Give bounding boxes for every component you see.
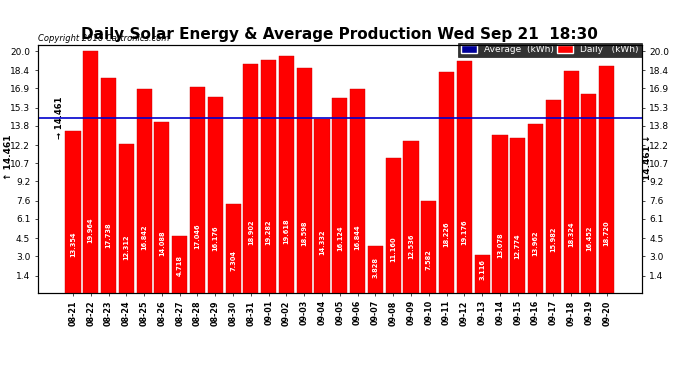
- Text: 14.332: 14.332: [319, 230, 325, 255]
- Text: 12.312: 12.312: [124, 234, 129, 260]
- Text: 12.774: 12.774: [515, 233, 521, 259]
- Bar: [510, 138, 525, 292]
- Text: 14.088: 14.088: [159, 230, 165, 256]
- Bar: [261, 60, 276, 292]
- Bar: [66, 131, 81, 292]
- Bar: [475, 255, 490, 292]
- Bar: [599, 66, 614, 292]
- Bar: [119, 144, 134, 292]
- Text: 19.618: 19.618: [284, 218, 289, 244]
- Bar: [386, 158, 401, 292]
- Bar: [101, 78, 116, 292]
- Bar: [279, 56, 294, 292]
- Bar: [172, 236, 187, 292]
- Bar: [190, 87, 205, 292]
- Text: 11.160: 11.160: [391, 237, 396, 262]
- Text: 12.536: 12.536: [408, 234, 414, 259]
- Text: 7.304: 7.304: [230, 250, 236, 271]
- Text: 18.226: 18.226: [444, 221, 450, 247]
- Bar: [297, 68, 312, 292]
- Bar: [421, 201, 436, 292]
- Bar: [582, 94, 596, 292]
- Text: 17.046: 17.046: [195, 224, 201, 249]
- Text: 16.452: 16.452: [586, 225, 592, 251]
- Text: 18.720: 18.720: [604, 220, 610, 246]
- Bar: [493, 135, 508, 292]
- Bar: [226, 204, 241, 292]
- Text: 16.842: 16.842: [141, 224, 147, 250]
- Bar: [546, 99, 561, 292]
- Text: 3.828: 3.828: [373, 257, 378, 278]
- Text: 13.354: 13.354: [70, 232, 76, 258]
- Text: Copyright 2016 Cartronics.com: Copyright 2016 Cartronics.com: [38, 33, 169, 42]
- Text: 7.582: 7.582: [426, 249, 432, 270]
- Text: 4.718: 4.718: [177, 255, 183, 276]
- Bar: [368, 246, 383, 292]
- Text: 13.962: 13.962: [533, 231, 538, 256]
- Text: 17.738: 17.738: [106, 222, 112, 248]
- Text: 19.176: 19.176: [462, 219, 467, 245]
- Text: 18.324: 18.324: [568, 221, 574, 247]
- Bar: [564, 71, 579, 292]
- Text: 19.282: 19.282: [266, 219, 272, 245]
- Text: 19.964: 19.964: [88, 217, 94, 243]
- Bar: [333, 98, 347, 292]
- Text: 15.982: 15.982: [551, 226, 556, 252]
- Text: ↑ 14.461: ↑ 14.461: [3, 135, 13, 180]
- Text: 18.902: 18.902: [248, 220, 254, 245]
- Bar: [315, 120, 330, 292]
- Bar: [83, 51, 98, 292]
- Text: 14.461 ↓: 14.461 ↓: [642, 135, 652, 180]
- Bar: [155, 122, 170, 292]
- Title: Daily Solar Energy & Average Production Wed Sep 21  18:30: Daily Solar Energy & Average Production …: [81, 27, 598, 42]
- Text: 3.116: 3.116: [479, 259, 485, 280]
- Text: 16.176: 16.176: [213, 226, 218, 251]
- Bar: [528, 124, 543, 292]
- Text: 13.078: 13.078: [497, 232, 503, 258]
- Text: 16.844: 16.844: [355, 224, 361, 250]
- Bar: [244, 64, 259, 292]
- Text: 16.124: 16.124: [337, 226, 343, 251]
- Bar: [404, 141, 419, 292]
- Bar: [457, 61, 472, 292]
- Bar: [439, 72, 454, 292]
- Bar: [350, 89, 365, 292]
- Text: 18.598: 18.598: [302, 220, 307, 246]
- Legend: Average  (kWh), Daily   (kWh): Average (kWh), Daily (kWh): [458, 42, 642, 57]
- Bar: [137, 89, 152, 292]
- Bar: [208, 97, 223, 292]
- Text: → 14.461: → 14.461: [55, 97, 64, 139]
